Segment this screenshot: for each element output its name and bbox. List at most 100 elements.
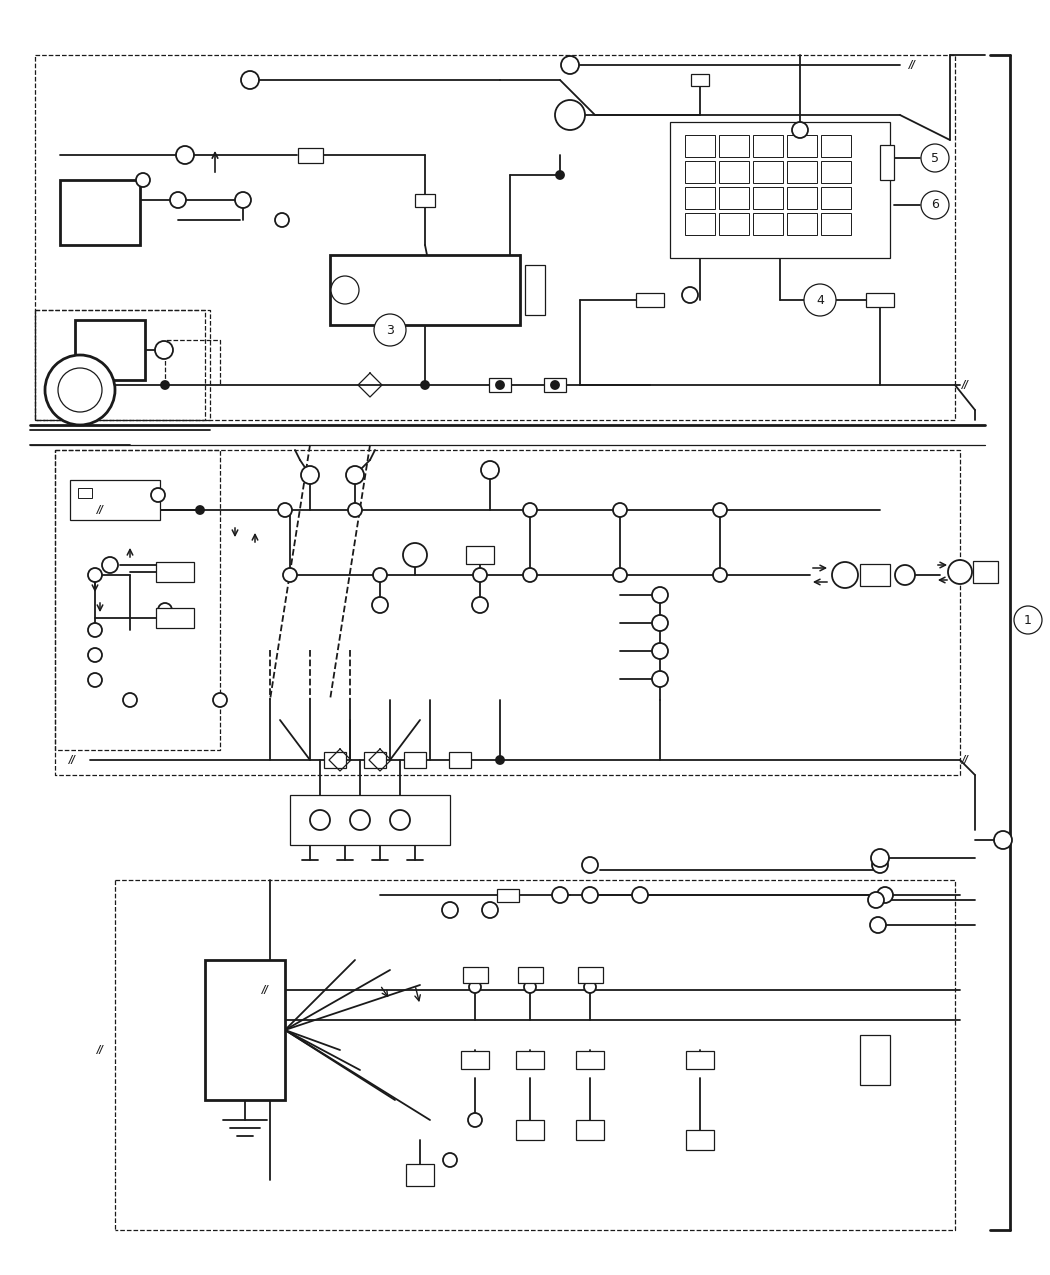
Circle shape [278,504,292,516]
Circle shape [58,368,102,412]
Bar [449,752,471,768]
Circle shape [551,381,559,389]
Bar [685,161,715,184]
Text: //: // [261,986,269,994]
Circle shape [496,756,504,764]
Circle shape [442,901,458,918]
Bar [516,1119,544,1140]
Text: //: // [962,380,968,390]
Bar [205,960,285,1100]
Circle shape [682,287,698,303]
Circle shape [310,810,330,830]
Bar [415,194,435,207]
Circle shape [275,213,289,227]
Bar [866,293,894,307]
Circle shape [155,340,173,360]
Circle shape [242,71,259,89]
Bar [685,187,715,209]
Bar [156,608,194,629]
Text: 6: 6 [931,199,939,212]
Circle shape [88,567,102,581]
Bar [880,145,894,180]
Circle shape [472,567,487,581]
Bar [298,148,323,163]
Bar [670,122,890,258]
Circle shape [877,887,892,903]
Circle shape [196,506,204,514]
Bar [324,752,346,768]
Circle shape [921,191,949,219]
Bar [685,135,715,157]
Circle shape [284,567,297,581]
Circle shape [481,462,499,479]
Circle shape [652,643,668,659]
Circle shape [555,99,585,130]
Circle shape [374,314,406,346]
Circle shape [88,648,102,662]
Bar [821,187,850,209]
Bar [788,135,817,157]
Circle shape [523,567,537,581]
Circle shape [88,673,102,687]
Circle shape [613,504,627,516]
Circle shape [421,381,429,389]
Circle shape [832,562,858,588]
Bar [719,161,749,184]
Bar [973,561,997,583]
Text: //: // [97,505,104,515]
Circle shape [472,597,488,613]
Bar [404,752,426,768]
Circle shape [329,754,341,766]
Circle shape [921,144,949,172]
Circle shape [151,488,165,502]
Circle shape [170,193,186,208]
Text: //: // [68,755,76,765]
Circle shape [523,504,537,516]
Bar [691,74,709,85]
Circle shape [348,504,362,516]
Circle shape [390,810,410,830]
Bar [364,752,386,768]
Bar [406,1164,434,1186]
Text: 5: 5 [931,152,939,164]
Bar [576,1051,604,1068]
Circle shape [350,810,370,830]
Circle shape [652,615,668,631]
Circle shape [652,671,668,687]
Bar [686,1051,714,1068]
Bar [860,1035,890,1085]
Text: 1: 1 [1024,613,1032,626]
Circle shape [632,887,648,903]
Circle shape [496,381,504,389]
Circle shape [301,465,319,484]
Bar [497,889,519,901]
Circle shape [556,171,564,179]
Circle shape [45,354,116,425]
Bar [75,320,145,380]
Bar [60,180,140,245]
Circle shape [652,586,668,603]
Circle shape [804,284,836,316]
Circle shape [713,504,727,516]
Bar [788,213,817,235]
Circle shape [482,901,498,918]
Bar [821,213,850,235]
Bar [636,293,664,307]
Circle shape [948,560,972,584]
Bar [788,161,817,184]
Circle shape [868,892,884,908]
Circle shape [582,887,598,903]
Bar [78,488,92,499]
Bar [463,966,488,983]
Bar [466,546,493,564]
Bar [544,377,566,391]
Bar [686,1130,714,1150]
Circle shape [88,623,102,638]
Circle shape [792,122,809,138]
Bar [753,187,783,209]
Bar [719,135,749,157]
Bar [821,161,850,184]
Text: //: // [97,1046,104,1054]
Circle shape [123,694,136,708]
Text: //: // [962,755,968,765]
